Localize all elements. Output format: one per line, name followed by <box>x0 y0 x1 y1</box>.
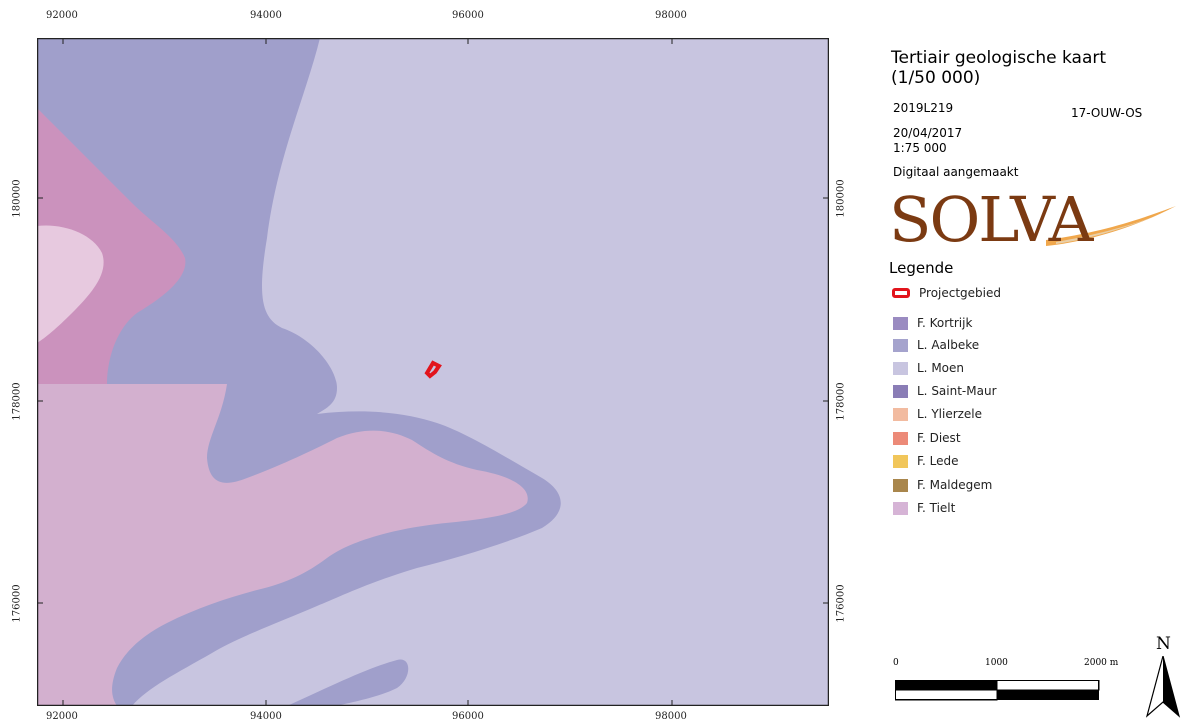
legend-swatch <box>893 361 908 375</box>
zone-tielt-light <box>37 384 528 706</box>
legend-swatch <box>893 384 908 398</box>
scalebar-label-1000: 1000 <box>985 658 1008 668</box>
legend-label: L. Aalbeke <box>917 338 980 352</box>
geological-map[interactable] <box>37 38 829 706</box>
x-tick-bottom-92000: 92000 <box>46 711 78 722</box>
legend-label: L. Saint-Maur <box>917 384 997 398</box>
y-tick-right-178000: 178000 <box>835 382 847 421</box>
map-title-line-1: Tertiair geologische kaart <box>891 48 1107 68</box>
legend-label: L. Moen <box>917 361 964 375</box>
x-tick-bottom-98000: 98000 <box>655 711 687 722</box>
creation-note: Digitaal aangemaakt <box>893 165 1019 179</box>
legend-label: F. Maldegem <box>917 478 993 492</box>
scalebar-label-0: 0 <box>893 658 899 668</box>
map-title: Tertiair geologische kaart (1/50 000) <box>891 48 1106 88</box>
map-id: 2019L219 <box>893 101 954 115</box>
project-code: 17-OUW-OS <box>1071 106 1143 120</box>
y-tick-right-180000: 180000 <box>835 179 847 218</box>
zone-aalbeke-strip <box>287 659 409 706</box>
logo-text: SOLVA <box>889 183 1093 256</box>
map-border <box>37 38 829 706</box>
zone-tielt-dark <box>37 108 186 384</box>
legend-item-maldegem: F. Maldegem <box>893 477 992 493</box>
x-tick-top-96000: 96000 <box>452 10 484 21</box>
legend-item-diest: F. Diest <box>893 430 961 446</box>
north-label: N <box>1156 634 1171 654</box>
legend-item-saint-maur: L. Saint-Maur <box>893 383 997 399</box>
legend-label: F. Tielt <box>917 501 956 515</box>
legend-swatch <box>893 407 908 421</box>
legend-swatch <box>893 316 908 330</box>
legend-item-ylierzele: L. Ylierzele <box>893 406 982 422</box>
map-title-line-2: (1/50 000) <box>891 68 981 88</box>
legend-label: F. Diest <box>917 431 961 445</box>
legend-label: Projectgebied <box>919 286 1002 300</box>
y-tick-right-176000: 176000 <box>835 584 847 623</box>
zone-tielt-pale <box>37 225 104 343</box>
legend-item-moen: L. Moen <box>893 360 964 376</box>
legend-label: F. Lede <box>917 454 959 468</box>
legend-label: F. Kortrijk <box>917 316 973 330</box>
legend-swatch-projectgebied <box>892 288 910 298</box>
solva-logo: SOLVA <box>886 182 1186 262</box>
legend-swatch <box>893 501 908 515</box>
legend-swatch <box>893 454 908 468</box>
legend-item-kortrijk: F. Kortrijk <box>893 315 972 331</box>
y-tick-left-178000: 178000 <box>11 382 23 421</box>
legend-item-projectgebied: Projectgebied <box>892 285 1002 301</box>
legend-swatch <box>893 431 908 445</box>
y-tick-left-176000: 176000 <box>11 584 23 623</box>
north-arrow-icon <box>1145 656 1181 718</box>
legend-heading: Legende <box>889 259 954 277</box>
legend-swatch <box>893 338 908 352</box>
map-scale: 1:75 000 <box>893 141 947 155</box>
legend-item-lede: F. Lede <box>893 453 958 469</box>
x-tick-top-94000: 94000 <box>250 10 282 21</box>
legend-item-tielt: F. Tielt <box>893 500 955 516</box>
logo-swoosh <box>1046 206 1176 246</box>
scalebar-label-2000: 2000 m <box>1084 658 1119 668</box>
project-area-marker <box>424 360 442 379</box>
x-tick-top-92000: 92000 <box>46 10 78 21</box>
x-tick-bottom-94000: 94000 <box>250 711 282 722</box>
legend-label: L. Ylierzele <box>917 407 983 421</box>
scale-bar <box>895 680 1100 701</box>
x-tick-top-98000: 98000 <box>655 10 687 21</box>
y-tick-left-180000: 180000 <box>11 179 23 218</box>
x-tick-bottom-96000: 96000 <box>452 711 484 722</box>
legend-swatch <box>893 478 908 492</box>
legend-item-aalbeke: L. Aalbeke <box>893 337 979 353</box>
map-date: 20/04/2017 <box>893 126 963 140</box>
